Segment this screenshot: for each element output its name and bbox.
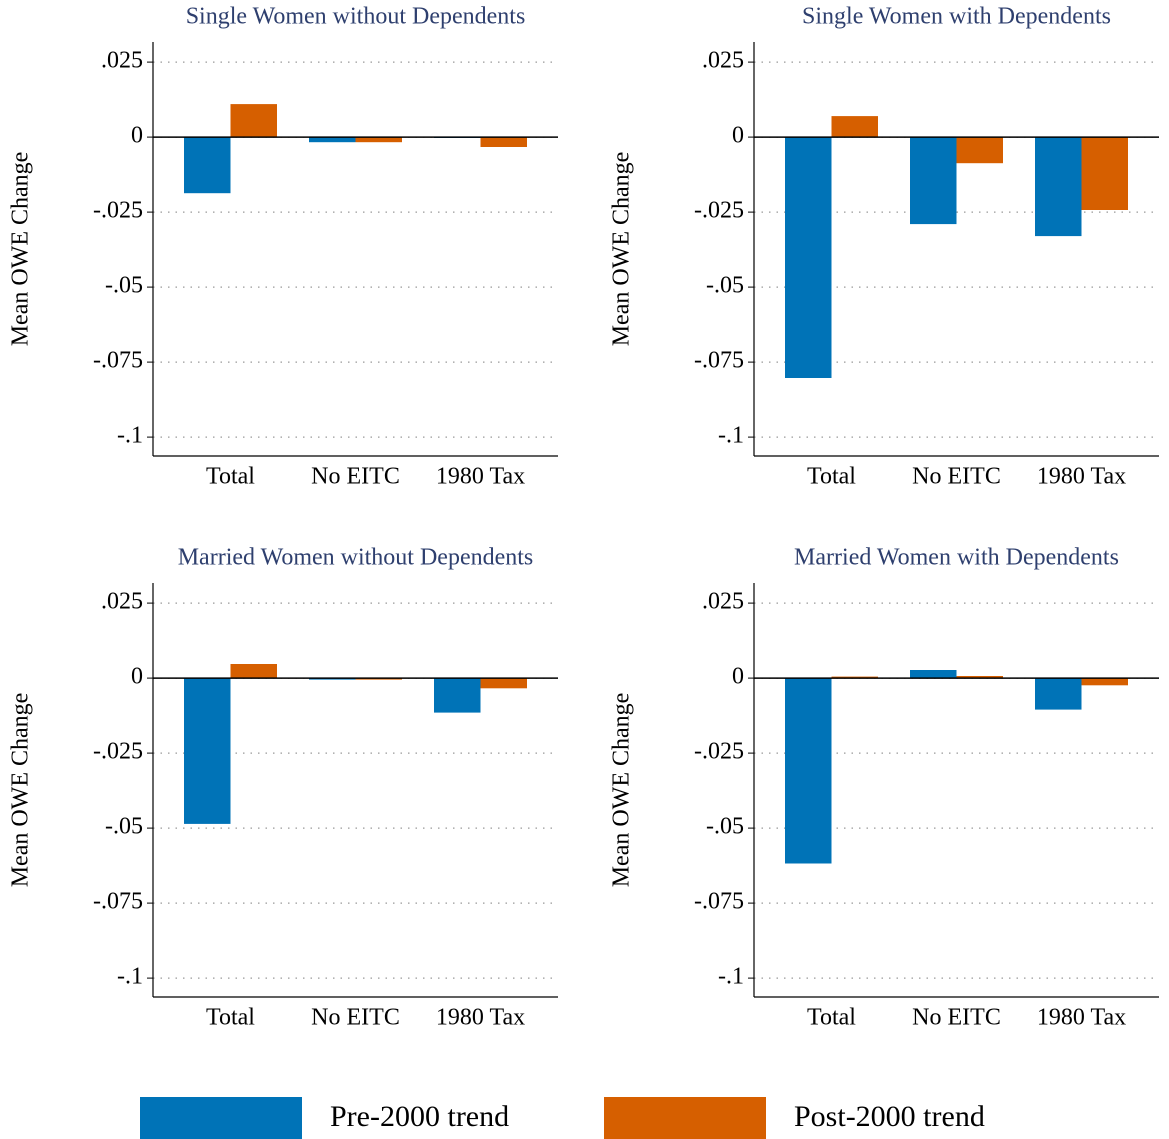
bar (480, 678, 527, 689)
y-tick-label: .025 (702, 589, 744, 615)
bar (434, 678, 481, 713)
y-tick-label: -.1 (718, 964, 744, 990)
y-tick-label: .025 (101, 48, 143, 74)
y-axis-label: Mean OWE Change (609, 152, 635, 347)
y-tick-label: -.075 (93, 889, 143, 915)
chart-title: Single Women without Dependents (186, 4, 526, 30)
y-tick-label: -.05 (706, 814, 744, 840)
panel: Single Women without Dependents Mean OWE … (8, 4, 558, 490)
x-tick-label: Total (206, 1005, 255, 1031)
y-tick-label: -.025 (93, 198, 143, 224)
y-tick-label: -.025 (694, 198, 744, 224)
y-axis-label: Mean OWE Change (8, 152, 34, 347)
x-tick-label: No EITC (311, 464, 400, 490)
bar (309, 137, 356, 143)
bar (480, 137, 527, 147)
bar (785, 137, 832, 378)
chart-title: Single Women with Dependents (802, 4, 1111, 30)
bar (956, 137, 1003, 164)
x-tick-label: 1980 Tax (436, 1005, 525, 1031)
y-axis-label: Mean OWE Change (8, 693, 34, 888)
y-tick-label: -.1 (117, 423, 143, 449)
bar (910, 670, 957, 679)
bar (1035, 678, 1082, 710)
bar (184, 137, 231, 194)
y-tick-label: -.025 (694, 739, 744, 765)
y-tick-label: -.05 (105, 273, 143, 299)
bar (785, 678, 832, 864)
legend-swatch (140, 1097, 302, 1139)
bar (230, 104, 277, 138)
panel: Married Women with Dependents Mean OWE Ch… (609, 545, 1159, 1031)
x-tick-label: No EITC (912, 1005, 1001, 1031)
y-tick-label: -.075 (694, 889, 744, 915)
y-axis-label: Mean OWE Change (609, 693, 635, 888)
bar (184, 678, 231, 824)
x-tick-label: 1980 Tax (1037, 1005, 1126, 1031)
chart-title: Married Women with Dependents (794, 545, 1119, 571)
y-tick-label: 0 (131, 123, 143, 149)
y-tick-label: 0 (732, 664, 744, 690)
bar (831, 676, 878, 679)
chart-title: Married Women without Dependents (178, 545, 534, 571)
panel: Married Women without Dependents Mean OWE… (8, 545, 558, 1031)
bar (230, 664, 277, 679)
legend-swatch (604, 1097, 766, 1139)
x-tick-label: Total (807, 464, 856, 490)
y-tick-label: -.05 (105, 814, 143, 840)
bar (1081, 137, 1128, 210)
bar (910, 137, 957, 225)
y-tick-label: -.025 (93, 739, 143, 765)
y-tick-label: -.075 (694, 348, 744, 374)
x-tick-label: Total (807, 1005, 856, 1031)
y-tick-label: -.1 (718, 423, 744, 449)
y-tick-label: 0 (131, 664, 143, 690)
y-tick-label: .025 (101, 589, 143, 615)
x-tick-label: No EITC (311, 1005, 400, 1031)
legend-label: Pre-2000 trend (330, 1100, 509, 1133)
y-tick-label: -.075 (93, 348, 143, 374)
bar (355, 137, 402, 143)
panel: Single Women with Dependents Mean OWE Cha… (609, 4, 1159, 490)
bar (956, 676, 1003, 679)
x-tick-label: No EITC (912, 464, 1001, 490)
y-tick-label: -.05 (706, 273, 744, 299)
bar (1035, 137, 1082, 237)
x-tick-label: 1980 Tax (1037, 464, 1126, 490)
bar (831, 116, 878, 138)
y-tick-label: -.1 (117, 964, 143, 990)
legend-label: Post-2000 trend (794, 1100, 985, 1133)
x-tick-label: Total (206, 464, 255, 490)
bar (1081, 678, 1128, 686)
y-tick-label: .025 (702, 48, 744, 74)
y-tick-label: 0 (732, 123, 744, 149)
x-tick-label: 1980 Tax (436, 464, 525, 490)
